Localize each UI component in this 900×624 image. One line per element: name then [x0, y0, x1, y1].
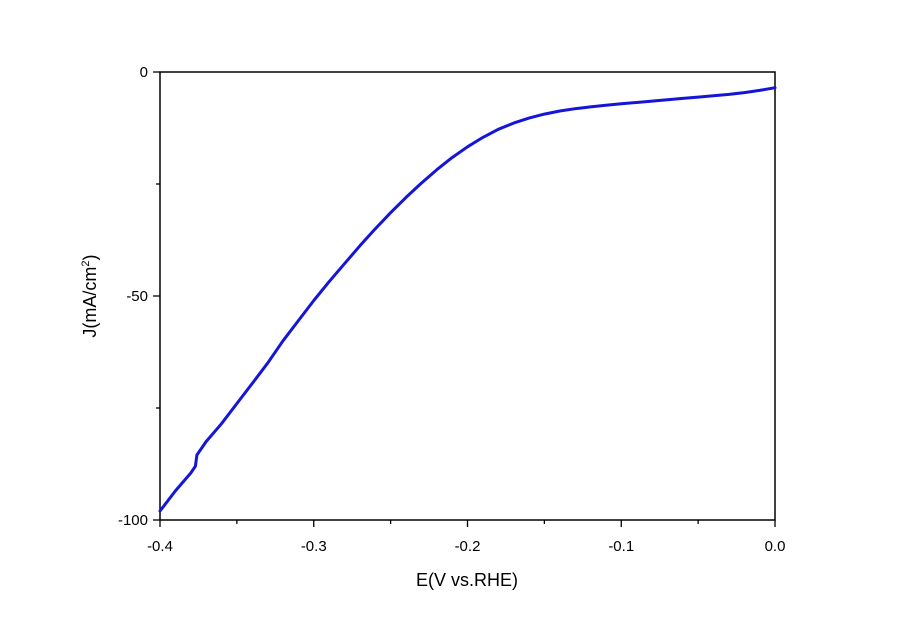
axis-tick-labels: -0.4 -0.3 -0.2 -0.1 0.0 -100 -50 0 [118, 64, 785, 555]
y-axis-title: J(mA/cm2) [80, 254, 100, 337]
x-tick-label: 0.0 [765, 538, 786, 555]
y-axis-title-superscript: 2 [80, 260, 92, 266]
y-tick-label: -100 [118, 512, 148, 529]
x-tick-label: -0.1 [608, 538, 634, 555]
y-axis-title-main: J(mA/cm [80, 267, 100, 338]
x-tick-label: -0.3 [301, 538, 327, 555]
series-line [158, 86, 777, 513]
x-tick-label: -0.4 [147, 538, 173, 555]
series-layer [158, 86, 777, 513]
y-tick-label: -50 [126, 288, 148, 305]
x-tick-label: -0.2 [455, 538, 481, 555]
x-axis-title: E(V vs.RHE) [416, 570, 518, 590]
y-axis-title-tail: ) [80, 254, 100, 260]
plot-frame [159, 71, 776, 521]
y-tick-label: 0 [140, 64, 148, 81]
axis-ticks [153, 71, 776, 527]
